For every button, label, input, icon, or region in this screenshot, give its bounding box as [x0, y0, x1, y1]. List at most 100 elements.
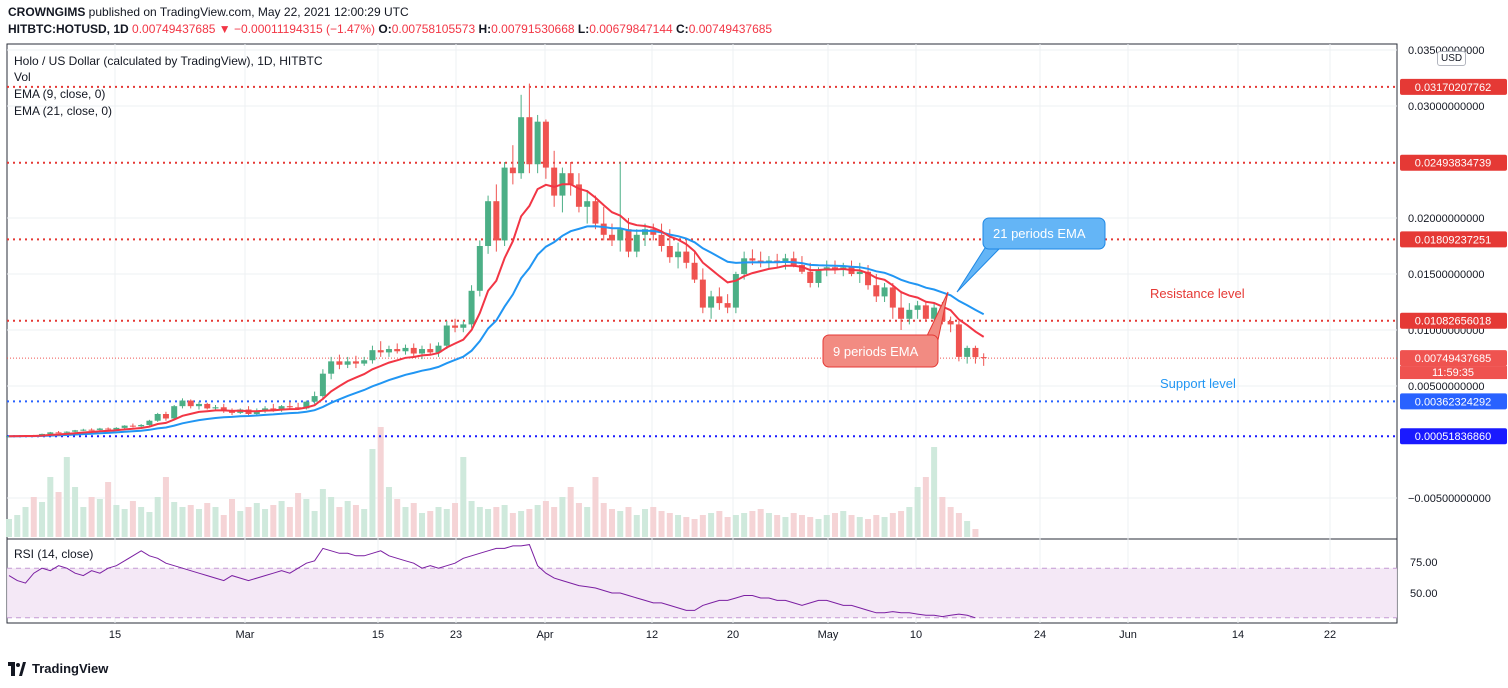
volume-bar [567, 487, 574, 537]
candle-body [501, 167, 508, 241]
candle-body [278, 406, 285, 410]
candle-body [955, 324, 962, 357]
volume-bar [88, 497, 95, 537]
support-label: Support level [1160, 376, 1236, 391]
volume-bar [344, 501, 351, 537]
candle-body [732, 274, 739, 308]
x-tick-label: 15 [109, 629, 121, 641]
candle-body [286, 406, 293, 408]
candle-body [914, 305, 921, 310]
candle-body [509, 167, 516, 174]
candle-body [319, 373, 326, 397]
volume-bar [402, 507, 409, 537]
candle-body [798, 265, 805, 272]
volume-bar [6, 519, 12, 537]
candle-body [716, 296, 723, 304]
symbol-quote-line: HITBTC:HOTUSD, 1D 0.00749437685 ▼ −0.000… [8, 22, 772, 36]
candle-body [295, 407, 302, 409]
volume-bar [873, 515, 880, 537]
x-tick-label: 23 [450, 629, 462, 641]
volume-bar [584, 507, 591, 537]
volume-bar [633, 515, 640, 537]
legend-vol[interactable]: Vol [14, 70, 31, 84]
rsi-band [7, 568, 1397, 618]
candle-body [138, 424, 145, 427]
volume-bar [782, 517, 789, 537]
volume-bar [840, 511, 847, 537]
volume-bar [39, 502, 46, 537]
volume-bar [939, 497, 946, 537]
candle-body [336, 361, 343, 365]
candle-body [352, 361, 359, 364]
volume-bar [922, 477, 929, 537]
tradingview-branding[interactable]: TradingView [8, 661, 108, 676]
volume-bar [856, 517, 863, 537]
volume-bar [443, 509, 450, 537]
candle-body [666, 246, 673, 258]
tradingview-logo-icon [8, 661, 26, 676]
legend-ema21[interactable]: EMA (21, close, 0) [14, 104, 113, 118]
x-tick-label: Jun [1119, 629, 1137, 641]
candle-body [922, 305, 929, 319]
legend-ema9[interactable]: EMA (9, close, 0) [14, 87, 106, 101]
ema9-callout-text: 9 periods EMA [833, 344, 919, 359]
candle-body [964, 347, 971, 357]
candle-body [485, 201, 492, 246]
legend-rsi[interactable]: RSI (14, close) [14, 547, 94, 561]
candle-body [518, 117, 525, 174]
rsi-tick-label: 50.00 [1410, 588, 1438, 600]
volume-bar [642, 509, 649, 537]
volume-bar [121, 509, 128, 537]
candle-body [303, 401, 310, 409]
candle-body [344, 361, 351, 365]
volume-bar [262, 509, 269, 537]
candle-body [856, 271, 863, 274]
volume-bar [608, 509, 615, 537]
volume-bar [501, 505, 508, 537]
candle-body [600, 223, 607, 235]
volume-bar [832, 513, 838, 537]
candle-body [419, 349, 425, 354]
volume-bar [105, 482, 112, 537]
countdown-text: 11:59:35 [1432, 367, 1474, 379]
candle-body [708, 296, 715, 308]
candle-body [113, 427, 120, 430]
candle-body [55, 432, 62, 434]
price-label-box [1400, 231, 1507, 248]
candle-body [171, 406, 178, 419]
volume-bar [716, 511, 723, 537]
candle-body [96, 428, 103, 430]
candle-body [658, 234, 665, 246]
y-tick-label: −0.00500000000 [1408, 493, 1491, 505]
volume-bar [80, 507, 87, 537]
volume-bar [286, 507, 293, 537]
volume-bar [732, 515, 739, 537]
candle-body [377, 350, 384, 353]
price-change: −0.00011194315 (−1.47%) [234, 22, 376, 36]
candle-body [179, 400, 186, 407]
volume-bar [699, 515, 706, 537]
volume-bar [113, 505, 120, 537]
candle-body [220, 407, 227, 411]
candle-body [889, 287, 896, 308]
symbol-name[interactable]: HITBTC:HOTUSD, 1D [8, 22, 129, 36]
volume-bar [427, 511, 434, 537]
currency-badge[interactable]: USD [1437, 51, 1467, 66]
volume-bar [468, 501, 475, 537]
candle-body [741, 258, 748, 274]
legend-title: Holo / US Dollar (calculated by TradingV… [14, 54, 323, 68]
x-tick-label: Mar [236, 629, 255, 641]
publish-line: CROWNGIMS published on TradingView.com, … [8, 5, 409, 19]
volume-bar [658, 511, 665, 537]
publisher-name[interactable]: CROWNGIMS [8, 5, 86, 19]
candle-body [460, 324, 467, 328]
volume-bar [129, 501, 136, 537]
volume-bar [204, 503, 211, 537]
price-label-box [1400, 350, 1507, 367]
candle-body [468, 290, 475, 325]
volume-bar [253, 503, 260, 537]
volume-bar [47, 477, 54, 537]
x-tick-label: May [818, 629, 839, 641]
price-label-text: 0.03170207762 [1415, 82, 1491, 94]
